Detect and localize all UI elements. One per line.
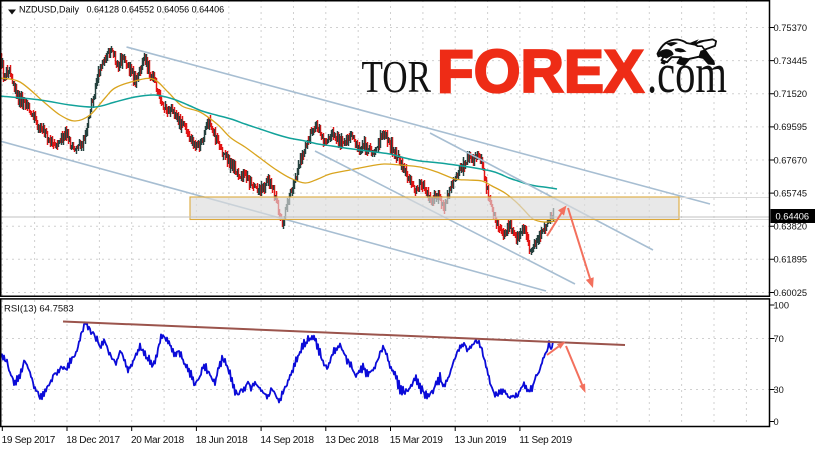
svg-text:18 Jun 2018: 18 Jun 2018 — [196, 435, 248, 446]
svg-text:13 Dec 2018: 13 Dec 2018 — [325, 435, 379, 446]
svg-text:11 Sep 2019: 11 Sep 2019 — [519, 435, 572, 446]
svg-text:0.71520: 0.71520 — [774, 89, 808, 99]
svg-text:0.73445: 0.73445 — [774, 56, 808, 66]
svg-text:TOR: TOR — [362, 51, 432, 102]
svg-text:0.60025: 0.60025 — [774, 288, 808, 298]
svg-text:0.61895: 0.61895 — [774, 255, 808, 265]
svg-text:RSI(13) 64.7583: RSI(13) 64.7583 — [4, 304, 74, 315]
svg-text:0.67670: 0.67670 — [774, 155, 808, 165]
svg-text:15 Mar 2019: 15 Mar 2019 — [390, 435, 444, 446]
svg-text:FOREX: FOREX — [437, 38, 644, 105]
svg-text:14 Sep 2018: 14 Sep 2018 — [260, 435, 314, 446]
svg-text:0.65745: 0.65745 — [774, 188, 808, 198]
svg-text:100: 100 — [774, 300, 790, 310]
svg-text:NZDUSD,Daily 0.64128 0.64552: NZDUSD,Daily 0.64128 0.64552 0.64056 0.6… — [19, 5, 224, 15]
svg-text:20 Mar 2018: 20 Mar 2018 — [131, 435, 185, 446]
svg-text:13 Jun 2019: 13 Jun 2019 — [455, 435, 507, 446]
svg-text:18 Dec 2017: 18 Dec 2017 — [66, 435, 120, 446]
svg-text:19 Sep 2017: 19 Sep 2017 — [2, 435, 56, 446]
svg-text:30: 30 — [774, 385, 784, 395]
svg-text:0.75370: 0.75370 — [774, 23, 808, 33]
svg-text:0.63820: 0.63820 — [774, 222, 808, 232]
svg-text:0.64406: 0.64406 — [776, 211, 810, 221]
svg-text:0: 0 — [774, 417, 779, 427]
svg-text:0.69595: 0.69595 — [774, 122, 808, 132]
svg-text:70: 70 — [774, 334, 784, 344]
